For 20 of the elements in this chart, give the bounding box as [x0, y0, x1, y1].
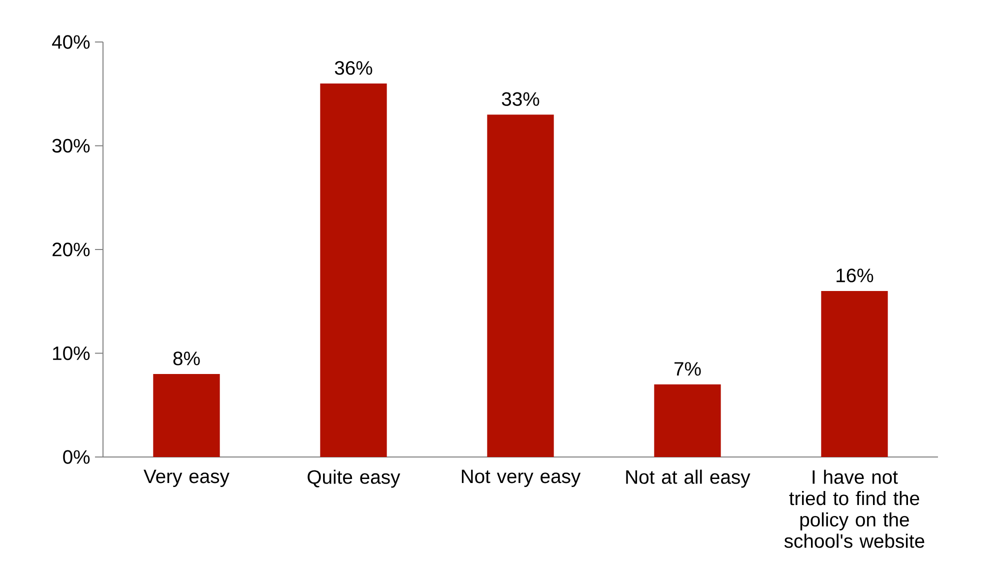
y-tick-label: 30%: [52, 138, 90, 153]
x-tick-label: Not very easy: [462, 470, 581, 488]
y-tick-label: 40%: [52, 35, 90, 49]
y-tick-label: 20%: [52, 242, 90, 256]
x-tick-label: Not at all easy: [626, 470, 750, 488]
bar: [487, 114, 554, 457]
data-label: 8%: [173, 352, 200, 366]
bar: [654, 384, 721, 457]
data-label: 16%: [836, 268, 874, 282]
x-tick-label: I have not tried to find the policy on the school's website: [784, 470, 924, 548]
bar: [320, 83, 387, 457]
bar: [153, 374, 220, 457]
bar: [821, 290, 888, 457]
y-tick-label: 0%: [63, 450, 90, 464]
data-label: 33%: [502, 92, 540, 106]
y-tick-label: 10%: [53, 346, 90, 360]
x-tick-label: Quite easy: [308, 470, 400, 488]
data-label: 7%: [674, 362, 701, 376]
x-tick-label: Very easy: [144, 470, 230, 488]
data-label: 36%: [334, 61, 372, 75]
